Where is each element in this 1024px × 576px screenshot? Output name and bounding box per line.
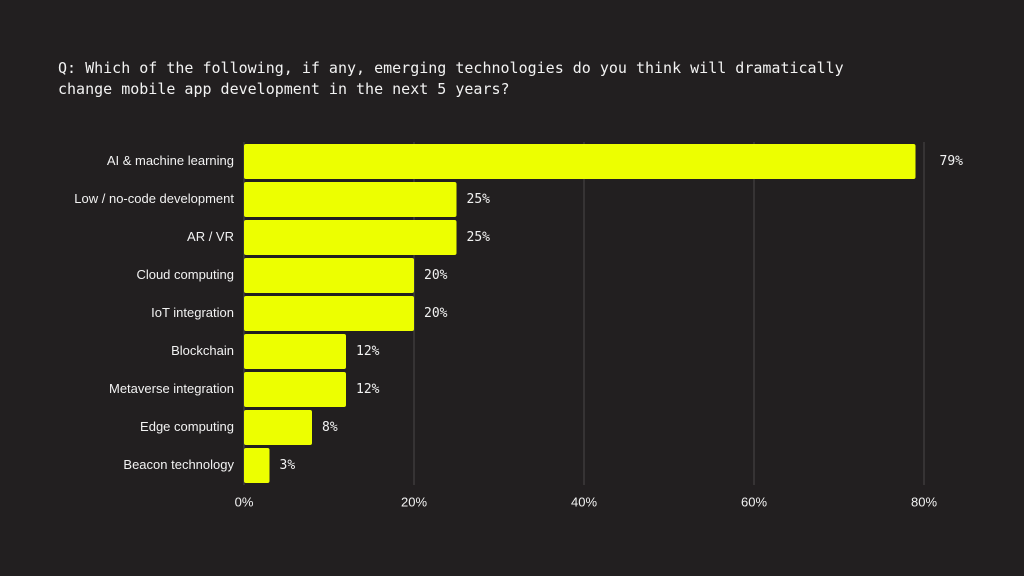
- bar: [244, 334, 346, 369]
- bar: [244, 220, 457, 255]
- value-label: 12%: [356, 344, 380, 359]
- bar: [244, 144, 916, 179]
- category-labels: AI & machine learning Low / no-code devel…: [74, 153, 234, 472]
- category-label: Low / no-code development: [74, 191, 234, 206]
- bar: [244, 448, 270, 483]
- value-label: 3%: [280, 458, 296, 473]
- value-label: 25%: [467, 192, 491, 207]
- category-label: IoT integration: [151, 305, 234, 320]
- category-label: Edge computing: [140, 419, 234, 434]
- category-label: Cloud computing: [136, 267, 234, 282]
- x-tick-label: 20%: [401, 494, 427, 509]
- question-line-1: Q: Which of the following, if any, emerg…: [58, 59, 844, 77]
- x-tick-label: 0%: [235, 494, 254, 509]
- question-line-2: change mobile app development in the nex…: [58, 80, 510, 98]
- bar: [244, 372, 346, 407]
- x-tick-label: 60%: [741, 494, 767, 509]
- bar: [244, 296, 414, 331]
- value-label: 20%: [424, 306, 448, 321]
- value-label: 8%: [322, 420, 338, 435]
- category-label: Beacon technology: [123, 457, 234, 472]
- bar: [244, 410, 312, 445]
- bar: [244, 182, 457, 217]
- category-label: Metaverse integration: [109, 381, 234, 396]
- question-title: Q: Which of the following, if any, emerg…: [58, 58, 958, 100]
- value-label: 20%: [424, 268, 448, 283]
- x-axis: 0% 20% 40% 60% 80%: [235, 494, 938, 509]
- value-label: 25%: [467, 230, 491, 245]
- value-label: 12%: [356, 382, 380, 397]
- bars: [244, 144, 916, 483]
- category-label: AI & machine learning: [107, 153, 234, 168]
- value-labels: 79% 25% 25% 20% 20% 12% 12% 8% 3%: [280, 154, 964, 473]
- category-label: Blockchain: [171, 343, 234, 358]
- x-tick-label: 40%: [571, 494, 597, 509]
- value-label: 79%: [940, 154, 964, 169]
- category-label: AR / VR: [187, 229, 234, 244]
- x-tick-label: 80%: [911, 494, 937, 509]
- bar: [244, 258, 414, 293]
